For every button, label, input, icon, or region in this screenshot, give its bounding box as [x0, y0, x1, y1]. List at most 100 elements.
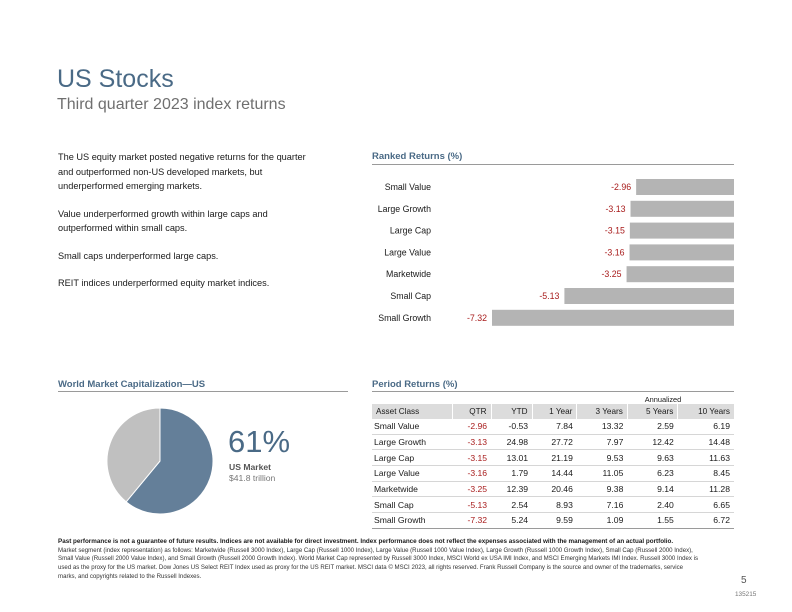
- table-cell: 13.01: [491, 449, 533, 467]
- summary-text: The US equity market posted negative ret…: [58, 150, 308, 304]
- table-cell: -7.32: [452, 512, 492, 529]
- category-label: Small Cap: [390, 291, 431, 301]
- ranked-returns-chart: Small Value -2.96 Large Growth -3.13 Large C…: [378, 179, 734, 326]
- category-label: Large Growth: [378, 204, 431, 214]
- row-label: Small Value: [372, 419, 453, 435]
- column-header: Asset Class: [372, 404, 453, 419]
- table-row: Small Value -2.96 -0.53 7.84 13.32 2.59 6.19: [372, 419, 734, 435]
- column-header: 1 Year: [531, 404, 577, 419]
- us-market-value: $41.8 trillion: [229, 473, 276, 483]
- table-body: Small Value -2.96 -0.53 7.84 13.32 2.59 6.19 La…: [372, 419, 734, 529]
- category-label: Marketwide: [386, 269, 431, 279]
- bar-marketwide: [626, 266, 734, 283]
- column-header: 3 Years: [576, 404, 628, 419]
- table-cell: 27.72: [532, 434, 577, 451]
- summary-paragraph: The US equity market posted negative ret…: [58, 152, 306, 191]
- data-label: -3.25: [601, 269, 621, 279]
- table-cell: 8.93: [532, 496, 577, 514]
- column-header: 5 Years: [626, 404, 678, 419]
- bar-small-value: [636, 179, 734, 195]
- data-label: -3.16: [604, 247, 624, 257]
- table-cell: 6.72: [677, 512, 734, 529]
- table-cell: 12.39: [491, 481, 533, 498]
- summary-paragraph: Value underperformed growth within large…: [58, 208, 268, 234]
- data-label: -3.13: [605, 204, 625, 214]
- table-cell: 13.32: [576, 419, 628, 435]
- table-cell: 9.53: [576, 449, 628, 467]
- table-cell: 1.79: [491, 465, 533, 482]
- disclaimer-bold: Past performance is not a guarantee of f…: [58, 538, 674, 545]
- table-cell: 11.28: [677, 481, 734, 498]
- disclaimer-text: Market segment (index representation) as…: [58, 546, 699, 580]
- table-row: Large Cap -3.15 13.01 21.19 9.53 9.63 11.63: [372, 449, 734, 467]
- row-label: Small Growth: [372, 512, 453, 529]
- table-cell: 21.19: [532, 449, 577, 467]
- table-cell: 6.19: [677, 419, 734, 435]
- table-cell: 20.46: [532, 481, 577, 498]
- table-cell: -2.96: [452, 419, 492, 435]
- period-returns-divider: [372, 391, 734, 392]
- table-cell: 2.59: [627, 419, 678, 435]
- table-row: Small Cap -5.13 2.54 8.93 7.16 2.40 6.65: [372, 496, 734, 514]
- bar-small-growth: [492, 309, 734, 326]
- category-label: Small Value: [385, 182, 431, 192]
- table-row: Large Growth -3.13 24.98 27.72 7.97 12.42 14.4…: [372, 434, 734, 451]
- pie-slice-rest: [106, 407, 161, 503]
- table-cell: 1.55: [627, 512, 678, 529]
- table-cell: 9.63: [627, 449, 678, 467]
- table-cell: -0.53: [491, 419, 533, 435]
- table-cell: 7.97: [576, 434, 628, 451]
- table-cell: 12.42: [627, 434, 678, 451]
- world-cap-pie-chart: [106, 407, 214, 515]
- ranked-returns-title: Ranked Returns (%): [372, 151, 463, 162]
- table-cell: 7.84: [532, 419, 577, 435]
- row-label: Large Cap: [372, 449, 453, 467]
- table-cell: 6.65: [677, 496, 734, 514]
- data-label: -7.32: [467, 313, 487, 323]
- table-cell: -3.16: [452, 465, 492, 482]
- table-cell: 2.40: [627, 496, 678, 514]
- column-header: QTR: [452, 404, 492, 419]
- row-label: Large Growth: [372, 434, 453, 451]
- page-subtitle: Third quarter 2023 index returns: [57, 96, 286, 113]
- ranked-returns-divider: [372, 164, 734, 165]
- table-cell: 11.63: [677, 449, 734, 467]
- disclaimer: Past performance is not a guarantee of f…: [58, 538, 698, 582]
- world-cap-title: World Market Capitalization—US: [58, 379, 206, 390]
- category-label: Small Growth: [378, 313, 431, 323]
- bar-large-value: [629, 244, 734, 261]
- page-number: 5: [741, 575, 747, 586]
- table-row: Large Value -3.16 1.79 14.44 11.05 6.23 8.45: [372, 465, 734, 482]
- category-label: Large Cap: [390, 226, 431, 236]
- table-cell: 9.14: [627, 481, 678, 498]
- bar-large-growth: [630, 200, 734, 217]
- annualized-group-header: Annualized: [644, 395, 682, 404]
- row-label: Marketwide: [372, 481, 453, 498]
- table-cell: 6.23: [627, 465, 678, 482]
- table-cell: -5.13: [452, 496, 492, 514]
- period-returns-title: Period Returns (%): [372, 379, 458, 390]
- bar-small-cap: [564, 288, 734, 304]
- table-cell: 7.16: [576, 496, 628, 514]
- us-market-label: US Market: [229, 462, 272, 472]
- table-cell: -3.25: [452, 481, 492, 498]
- table-cell: 9.59: [532, 512, 577, 529]
- world-cap-divider: [58, 391, 348, 392]
- data-label: -5.13: [539, 291, 559, 301]
- summary-paragraph: Small caps underperformed large caps.: [58, 250, 219, 261]
- table-cell: 14.44: [532, 465, 577, 482]
- table-cell: -3.13: [452, 434, 492, 451]
- table-cell: 11.05: [576, 465, 628, 482]
- table-cell: 2.54: [491, 496, 533, 514]
- data-label: -2.96: [611, 182, 631, 192]
- category-label: Large Value: [384, 247, 431, 257]
- table-cell: 9.38: [576, 481, 628, 498]
- row-label: Large Value: [372, 465, 453, 482]
- page-title: US Stocks: [57, 65, 174, 93]
- table-row: Marketwide -3.25 12.39 20.46 9.38 9.14 11.28: [372, 481, 734, 498]
- table-cell: 24.98: [491, 434, 533, 451]
- data-label: -3.15: [605, 226, 625, 236]
- summary-paragraph: REIT indices underperformed equity marke…: [58, 278, 270, 288]
- table-cell: 5.24: [491, 512, 533, 529]
- period-returns-table: Asset Class QTR YTD 1 Year 3 Years 5 Years 10 …: [372, 404, 734, 529]
